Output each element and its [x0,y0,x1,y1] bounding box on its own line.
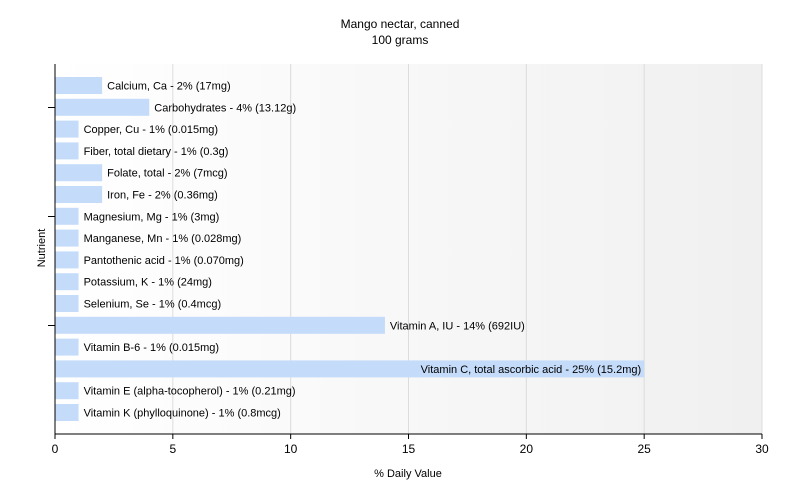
axes: 0 5 10 15 20 25 30 [48,64,769,456]
bar [55,229,79,247]
bar [55,404,79,421]
y-axis-label: Nutrient [36,229,48,268]
bar-label: Vitamin E (alpha-tocopherol) - 1% (0.21m… [84,386,296,398]
x-tick-label: 5 [169,442,176,456]
bar [55,186,103,203]
bar-label: Copper, Cu - 1% (0.015mg) [84,124,219,136]
bar [55,273,79,291]
bar-label: Vitamin B-6 - 1% (0.015mg) [84,342,220,354]
bar [55,120,79,138]
bar-label: Pantothenic acid - 1% (0.070mg) [84,255,244,267]
bar-label: Manganese, Mn - 1% (0.028mg) [84,233,242,245]
x-tick-label: 30 [755,442,769,456]
chart-subtitle: 100 grams [372,33,429,47]
bar-label: Calcium, Ca - 2% (17mg) [107,81,230,93]
x-tick-label: 20 [520,442,534,456]
bar [55,98,150,116]
bar [55,142,79,160]
chart-title: Mango nectar, canned [341,17,460,31]
x-axis-label: % Daily Value [374,468,442,480]
bar [55,316,385,334]
bar-label: Folate, total - 2% (7mcg) [107,168,227,180]
bar-label: Selenium, Se - 1% (0.4mcg) [84,299,222,311]
bar [55,251,79,269]
bars: Calcium, Ca - 2% (17mg) Carbohydrates - 4… [55,77,645,421]
gridlines [172,64,763,434]
x-tick-label: 25 [637,442,651,456]
x-tick-label: 0 [52,442,59,456]
bar-label: Iron, Fe - 2% (0.36mg) [107,190,218,202]
bar [55,77,103,94]
bar-label: Vitamin C, total ascorbic acid - 25% (15… [421,364,642,376]
bar-label: Vitamin K (phylloquinone) - 1% (0.8mcg) [84,408,281,420]
bar [55,338,79,356]
bar-label: Carbohydrates - 4% (13.12g) [154,102,296,114]
x-tick-label: 15 [402,442,416,456]
x-tick-label: 10 [284,442,298,456]
bar [55,360,645,378]
bar [55,295,79,312]
bar-label: Fiber, total dietary - 1% (0.3g) [84,146,229,158]
bar-label: Vitamin A, IU - 14% (692IU) [390,320,525,332]
bar [55,164,103,182]
bar [55,207,79,225]
bar-label: Potassium, K - 1% (24mg) [84,277,212,289]
bar [55,382,79,400]
bar-label: Magnesium, Mg - 1% (3mg) [84,211,220,223]
